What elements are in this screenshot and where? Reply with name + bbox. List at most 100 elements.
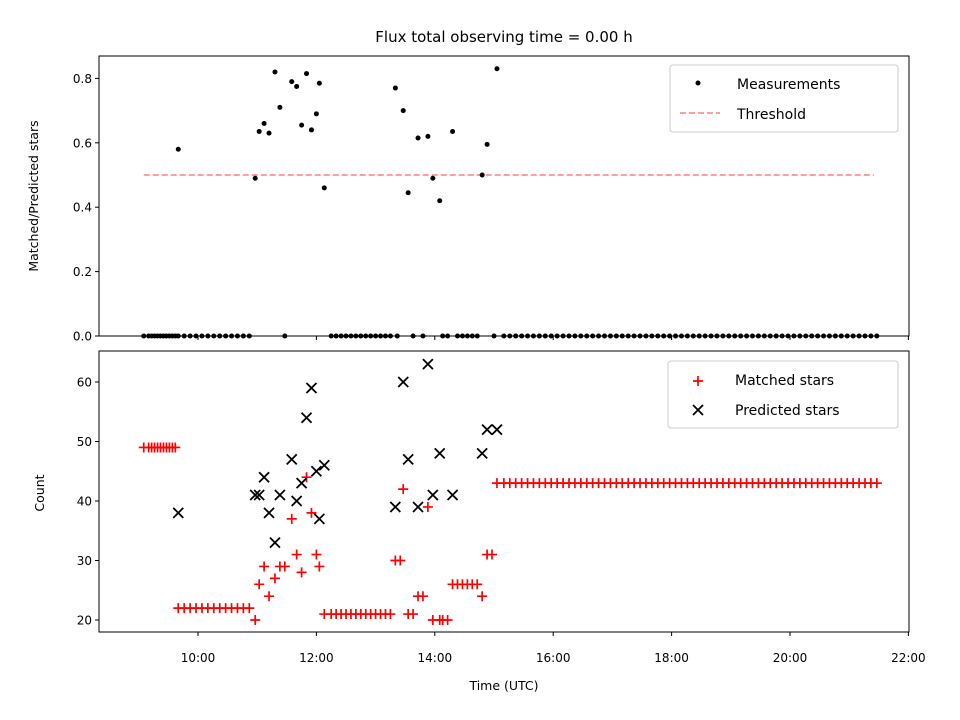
top-legend: Measurements Threshold (669, 64, 899, 133)
bottom-y-axis-label: Count (32, 474, 47, 511)
top-y-tick-label: 0.4 (73, 201, 92, 215)
measurement-point (321, 185, 327, 191)
matched-star-point (306, 507, 317, 518)
matched-star-point (170, 442, 181, 453)
matched-star-point (279, 561, 290, 572)
measurement-point (494, 66, 500, 72)
predicted-star-point (172, 507, 184, 519)
measurement-point (261, 120, 267, 126)
measurement-point (289, 79, 295, 85)
top-chart-title: Flux total observing time = 0.00 h (375, 28, 632, 46)
top-panel: Flux total observing time = 0.00 h Match… (26, 28, 910, 344)
bottom-y-tick-label: 30 (77, 554, 92, 568)
bottom-plot-area: 20 30 40 50 60 10:00 12:00 14:00 16:00 18:00 20:00… (77, 358, 926, 665)
predicted-star-point (263, 507, 275, 519)
matched-star-point (264, 591, 275, 602)
measurement-point (175, 146, 181, 152)
predicted-star-point (318, 459, 330, 471)
predicted-star-point (253, 489, 265, 501)
predicted-star-point (389, 501, 401, 513)
top-legend-box (669, 64, 899, 133)
matched-star-point (422, 501, 433, 512)
predicted-star-point (491, 423, 503, 436)
predicted-star-point (300, 412, 313, 424)
legend-measurements-marker (695, 80, 701, 86)
top-y-tick-label: 0.8 (73, 72, 92, 86)
measurement-point (484, 141, 490, 147)
measurement-point (425, 133, 431, 139)
bottom-x-tick-label: 16:00 (536, 651, 571, 665)
bottom-y-tick-label: 60 (77, 376, 92, 390)
measurement-point (299, 122, 305, 128)
predicted-star-point (397, 376, 409, 388)
measurement-point (304, 71, 310, 77)
measurement-point (252, 175, 258, 181)
matched-star-point (254, 579, 265, 590)
legend-threshold-label: Threshold (736, 107, 806, 123)
predicted-star-point (313, 513, 325, 525)
matched-star-point (442, 615, 453, 625)
measurement-point (437, 198, 443, 204)
legend-measurements-label: Measurements (737, 77, 840, 93)
measurement-point (405, 190, 411, 196)
predicted-star-point (422, 358, 434, 370)
measurement-point (272, 69, 278, 75)
bottom-x-tick-label: 12:00 (299, 651, 334, 665)
matched-star-point (417, 591, 428, 602)
matched-star-point (259, 561, 270, 572)
bottom-legend-box (667, 360, 899, 429)
matched-star-point (244, 603, 255, 614)
matched-star-point (385, 609, 396, 620)
measurement-point (450, 129, 456, 135)
predicted-star-point (481, 423, 493, 436)
top-y-axis-label: Matched/Predicted stars (26, 120, 41, 271)
bottom-y-tick-label: 50 (77, 435, 92, 449)
bottom-plot-frame (98, 350, 910, 633)
bottom-x-axis-label: Time (UTC) (468, 678, 538, 693)
measurement-point (277, 104, 283, 110)
top-y-tick-label: 0.0 (73, 330, 92, 344)
matched-star-point (398, 484, 409, 495)
top-y-tick-label: 0.6 (73, 136, 92, 150)
predicted-star-point (427, 489, 439, 501)
matched-star-point (472, 579, 483, 590)
predicted-star-point (412, 501, 424, 513)
matched-star-point (871, 478, 882, 489)
predicted-star-point (402, 453, 414, 465)
matched-star-point (477, 591, 488, 602)
predicted-star-point (476, 447, 488, 460)
matched-star-point (408, 609, 419, 620)
bottom-x-tick-label: 22:00 (891, 651, 926, 665)
measurement-point (415, 135, 421, 141)
matched-star-point (296, 567, 307, 578)
bottom-panel: Time (UTC) Count 20 30 40 50 60 10:00 12:00 14:… (32, 350, 926, 693)
legend-matched-label: Matched stars (735, 373, 834, 389)
matched-star-point (269, 573, 280, 584)
matched-star-point (291, 549, 302, 560)
measurement-point (479, 172, 485, 178)
matched-star-point (395, 555, 406, 566)
matched-star-point (250, 615, 261, 625)
bottom-x-tick-label: 20:00 (773, 651, 808, 665)
predicted-star-point (269, 537, 281, 549)
predicted-star-point (291, 495, 303, 507)
measurement-point (266, 130, 272, 136)
measurement-point (294, 83, 300, 89)
matched-star-point (301, 472, 312, 483)
bottom-y-tick-label: 20 (77, 614, 92, 628)
top-y-tick-label: 0.2 (73, 265, 92, 279)
predicted-star-point (295, 477, 308, 489)
matched-star-point (286, 513, 297, 524)
matched-star-point (487, 549, 498, 560)
predicted-star-point (446, 489, 459, 501)
predicted-star-point (274, 489, 286, 501)
matched-star-point (314, 561, 325, 572)
predicted-star-point (434, 447, 446, 460)
bottom-x-tick-label: 10:00 (181, 651, 216, 665)
legend-predicted-marker (692, 404, 704, 416)
measurement-point (430, 175, 436, 181)
predicted-star-point (249, 489, 261, 501)
measurement-point (256, 129, 262, 135)
matched-star-point (311, 549, 322, 560)
